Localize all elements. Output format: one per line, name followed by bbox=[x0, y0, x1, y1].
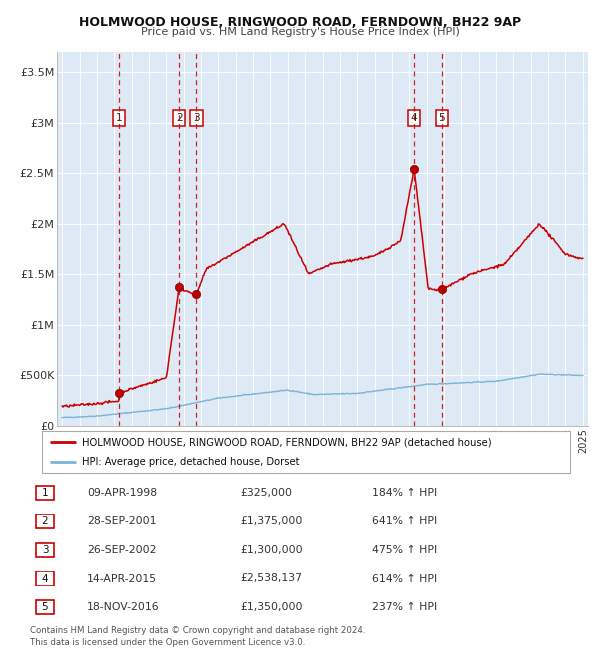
FancyBboxPatch shape bbox=[37, 486, 53, 500]
Text: 614% ↑ HPI: 614% ↑ HPI bbox=[372, 573, 437, 584]
Text: 2: 2 bbox=[41, 516, 49, 526]
Text: 237% ↑ HPI: 237% ↑ HPI bbox=[372, 602, 437, 612]
Text: 2: 2 bbox=[176, 112, 182, 123]
Text: HPI: Average price, detached house, Dorset: HPI: Average price, detached house, Dors… bbox=[82, 457, 299, 467]
Text: Contains HM Land Registry data © Crown copyright and database right 2024.
This d: Contains HM Land Registry data © Crown c… bbox=[30, 626, 365, 647]
FancyBboxPatch shape bbox=[42, 431, 570, 473]
Text: HOLMWOOD HOUSE, RINGWOOD ROAD, FERNDOWN, BH22 9AP: HOLMWOOD HOUSE, RINGWOOD ROAD, FERNDOWN,… bbox=[79, 16, 521, 29]
Text: 641% ↑ HPI: 641% ↑ HPI bbox=[372, 516, 437, 526]
Text: 09-APR-1998: 09-APR-1998 bbox=[87, 488, 157, 498]
Text: 184% ↑ HPI: 184% ↑ HPI bbox=[372, 488, 437, 498]
Text: 475% ↑ HPI: 475% ↑ HPI bbox=[372, 545, 437, 555]
Text: 3: 3 bbox=[193, 112, 200, 123]
FancyBboxPatch shape bbox=[37, 571, 53, 586]
Text: Price paid vs. HM Land Registry's House Price Index (HPI): Price paid vs. HM Land Registry's House … bbox=[140, 27, 460, 37]
Text: 4: 4 bbox=[41, 573, 49, 584]
Text: £2,538,137: £2,538,137 bbox=[240, 573, 302, 584]
Text: 26-SEP-2002: 26-SEP-2002 bbox=[87, 545, 157, 555]
Text: £1,300,000: £1,300,000 bbox=[240, 545, 302, 555]
Text: 5: 5 bbox=[41, 602, 49, 612]
FancyBboxPatch shape bbox=[37, 600, 53, 614]
Text: 3: 3 bbox=[41, 545, 49, 555]
Text: 5: 5 bbox=[439, 112, 445, 123]
Text: £1,350,000: £1,350,000 bbox=[240, 602, 302, 612]
Text: £325,000: £325,000 bbox=[240, 488, 292, 498]
Text: 28-SEP-2001: 28-SEP-2001 bbox=[87, 516, 157, 526]
FancyBboxPatch shape bbox=[37, 514, 53, 528]
Text: 14-APR-2015: 14-APR-2015 bbox=[87, 573, 157, 584]
Text: 4: 4 bbox=[411, 112, 418, 123]
Text: 1: 1 bbox=[116, 112, 122, 123]
Text: 18-NOV-2016: 18-NOV-2016 bbox=[87, 602, 160, 612]
Text: HOLMWOOD HOUSE, RINGWOOD ROAD, FERNDOWN, BH22 9AP (detached house): HOLMWOOD HOUSE, RINGWOOD ROAD, FERNDOWN,… bbox=[82, 437, 491, 447]
FancyBboxPatch shape bbox=[37, 543, 53, 557]
Text: £1,375,000: £1,375,000 bbox=[240, 516, 302, 526]
Text: 1: 1 bbox=[41, 488, 49, 498]
